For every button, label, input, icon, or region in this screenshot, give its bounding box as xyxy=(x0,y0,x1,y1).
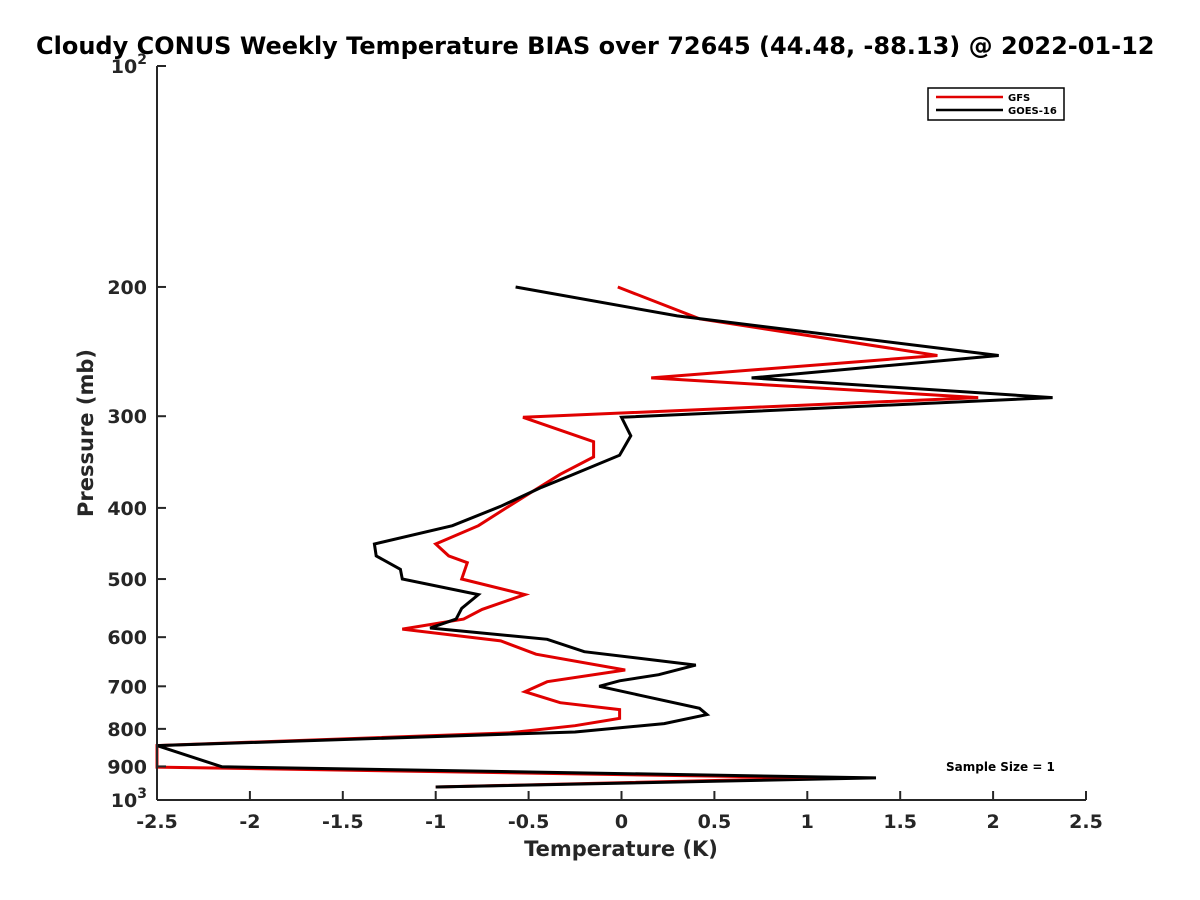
y-tick-label: 400 xyxy=(107,498,147,520)
y-tick-label: 500 xyxy=(107,569,147,591)
x-tick-label: -0.5 xyxy=(508,811,550,833)
y-tick-label: 300 xyxy=(107,406,147,428)
legend-label-gfs: GFS xyxy=(1008,93,1030,104)
x-tick-label: 1.5 xyxy=(883,811,917,833)
x-tick-label: -2 xyxy=(239,811,260,833)
y-tick-label: 103 xyxy=(111,786,147,812)
y-tick-label: 700 xyxy=(107,676,147,698)
x-tick-label: 0 xyxy=(615,811,628,833)
legend-box xyxy=(927,87,1065,121)
sample-size-annotation: Sample Size = 1 xyxy=(946,760,1055,774)
x-tick-label: 1 xyxy=(801,811,814,833)
x-tick-label: 2 xyxy=(986,811,999,833)
x-tick-label: -2.5 xyxy=(136,811,178,833)
series-lines xyxy=(155,285,1053,789)
x-tick-label: -1 xyxy=(425,811,446,833)
chart-title: Cloudy CONUS Weekly Temperature BIAS ove… xyxy=(36,32,1154,60)
series-line-gfs xyxy=(155,285,979,789)
y-tick-label: 200 xyxy=(107,277,147,299)
x-axis-label: Temperature (K) xyxy=(524,837,718,861)
y-axis-label: Pressure (mb) xyxy=(74,349,98,517)
y-tick-label: 900 xyxy=(107,756,147,778)
x-tick-label: -1.5 xyxy=(322,811,364,833)
legend: GFS GOES-16 xyxy=(927,87,1065,121)
y-axis-ticks: 102 200 300 400 500 600 700 800 900 103 xyxy=(107,52,166,812)
y-tick-label: 800 xyxy=(107,719,147,741)
x-tick-label: 0.5 xyxy=(698,811,732,833)
x-axis-ticks: -2.5 -2 -1.5 -1 -0.5 0 0.5 1 1.5 2 2.5 xyxy=(136,791,1103,833)
series-line-goes16 xyxy=(156,285,1053,789)
x-tick-label: 2.5 xyxy=(1069,811,1103,833)
legend-label-goes16: GOES-16 xyxy=(1008,106,1057,117)
y-tick-label: 600 xyxy=(107,627,147,649)
y-tick-label: 102 xyxy=(111,52,147,78)
